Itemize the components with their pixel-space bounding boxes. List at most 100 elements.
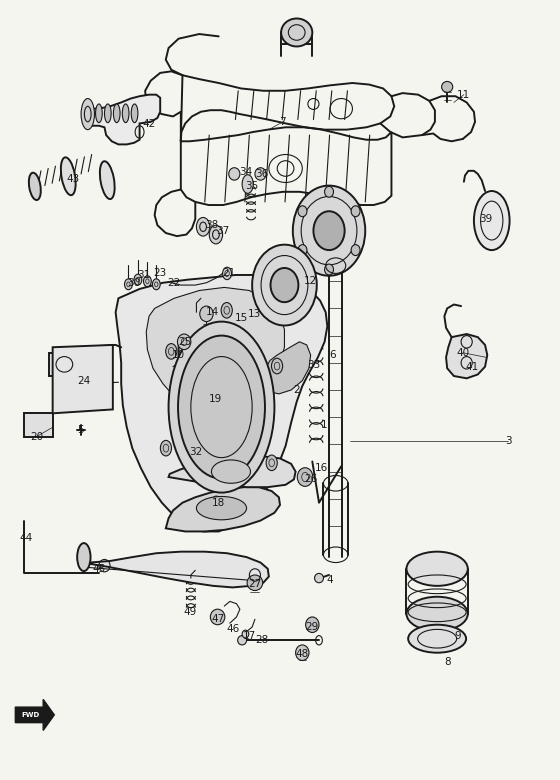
- Polygon shape: [169, 456, 296, 488]
- Text: 49: 49: [183, 607, 197, 616]
- Text: 35: 35: [245, 181, 259, 190]
- Polygon shape: [146, 287, 284, 412]
- Ellipse shape: [297, 468, 313, 487]
- Ellipse shape: [160, 441, 171, 456]
- Text: 4: 4: [327, 576, 333, 586]
- Ellipse shape: [212, 460, 250, 484]
- Ellipse shape: [351, 206, 360, 217]
- Ellipse shape: [223, 268, 231, 280]
- Text: 21: 21: [222, 268, 235, 278]
- Text: 13: 13: [248, 309, 262, 319]
- Ellipse shape: [407, 551, 468, 586]
- Ellipse shape: [29, 172, 41, 200]
- Text: 3: 3: [505, 435, 512, 445]
- Text: 26: 26: [304, 474, 318, 484]
- Ellipse shape: [178, 335, 265, 479]
- Text: 8: 8: [444, 657, 450, 667]
- Text: 22: 22: [167, 278, 181, 288]
- Text: 28: 28: [255, 635, 269, 645]
- Ellipse shape: [178, 334, 191, 349]
- Ellipse shape: [325, 264, 334, 275]
- Ellipse shape: [298, 245, 307, 256]
- Text: 23: 23: [153, 268, 167, 278]
- Text: FWD: FWD: [21, 712, 39, 718]
- Ellipse shape: [221, 303, 232, 318]
- Ellipse shape: [325, 186, 334, 197]
- Ellipse shape: [105, 104, 111, 122]
- Polygon shape: [84, 94, 160, 144]
- Text: 7: 7: [279, 117, 286, 127]
- Text: 41: 41: [465, 362, 479, 372]
- Ellipse shape: [408, 625, 466, 653]
- Text: 31: 31: [137, 270, 150, 280]
- Ellipse shape: [255, 168, 266, 180]
- Text: 38: 38: [206, 220, 218, 230]
- Text: 5: 5: [77, 425, 84, 435]
- Text: 46: 46: [226, 623, 239, 633]
- Text: 2: 2: [293, 385, 300, 395]
- Ellipse shape: [293, 186, 365, 276]
- Text: 12: 12: [304, 276, 318, 286]
- Text: 47: 47: [211, 615, 224, 624]
- Text: 20: 20: [30, 431, 43, 441]
- Text: 42: 42: [142, 119, 156, 129]
- Ellipse shape: [122, 104, 129, 122]
- Text: 19: 19: [209, 395, 222, 404]
- Text: 29: 29: [306, 622, 319, 632]
- Ellipse shape: [306, 617, 319, 633]
- Ellipse shape: [124, 279, 132, 289]
- Polygon shape: [115, 275, 328, 531]
- Text: 15: 15: [235, 314, 248, 324]
- Ellipse shape: [77, 543, 91, 571]
- Text: 44: 44: [20, 533, 33, 543]
- Ellipse shape: [113, 104, 120, 122]
- Ellipse shape: [228, 168, 240, 180]
- Text: 24: 24: [77, 376, 91, 385]
- Text: 39: 39: [479, 214, 493, 224]
- Text: 37: 37: [217, 225, 230, 236]
- Text: 45: 45: [92, 564, 105, 574]
- Text: 18: 18: [212, 498, 225, 508]
- Ellipse shape: [81, 98, 95, 129]
- Polygon shape: [49, 353, 81, 376]
- Ellipse shape: [169, 321, 274, 493]
- Ellipse shape: [131, 104, 138, 122]
- Polygon shape: [263, 342, 311, 394]
- Polygon shape: [24, 413, 53, 437]
- Ellipse shape: [197, 218, 210, 236]
- Ellipse shape: [209, 225, 223, 244]
- Text: 9: 9: [454, 631, 460, 641]
- Ellipse shape: [252, 245, 317, 325]
- Ellipse shape: [296, 645, 309, 661]
- Ellipse shape: [134, 275, 142, 285]
- Ellipse shape: [200, 306, 213, 321]
- Text: 32: 32: [189, 447, 202, 457]
- Polygon shape: [15, 700, 54, 730]
- Text: 11: 11: [458, 90, 470, 100]
- Text: 30: 30: [128, 278, 141, 288]
- Text: 6: 6: [330, 350, 336, 360]
- Ellipse shape: [96, 104, 102, 122]
- Ellipse shape: [407, 597, 468, 631]
- Ellipse shape: [211, 609, 225, 625]
- Text: 25: 25: [179, 337, 192, 347]
- Ellipse shape: [281, 19, 312, 47]
- Text: 33: 33: [307, 360, 320, 370]
- Ellipse shape: [197, 497, 246, 519]
- Polygon shape: [166, 488, 280, 531]
- Ellipse shape: [100, 161, 115, 199]
- Text: 14: 14: [206, 307, 218, 317]
- Text: 43: 43: [66, 174, 80, 183]
- Ellipse shape: [211, 496, 222, 512]
- Text: 34: 34: [239, 168, 252, 177]
- Ellipse shape: [247, 575, 263, 590]
- Polygon shape: [82, 551, 269, 587]
- Ellipse shape: [143, 276, 151, 286]
- Ellipse shape: [442, 81, 452, 92]
- Ellipse shape: [61, 158, 76, 195]
- Text: 36: 36: [255, 169, 269, 179]
- Ellipse shape: [474, 191, 510, 250]
- Text: 10: 10: [172, 350, 185, 360]
- Ellipse shape: [315, 573, 324, 583]
- Polygon shape: [446, 334, 487, 378]
